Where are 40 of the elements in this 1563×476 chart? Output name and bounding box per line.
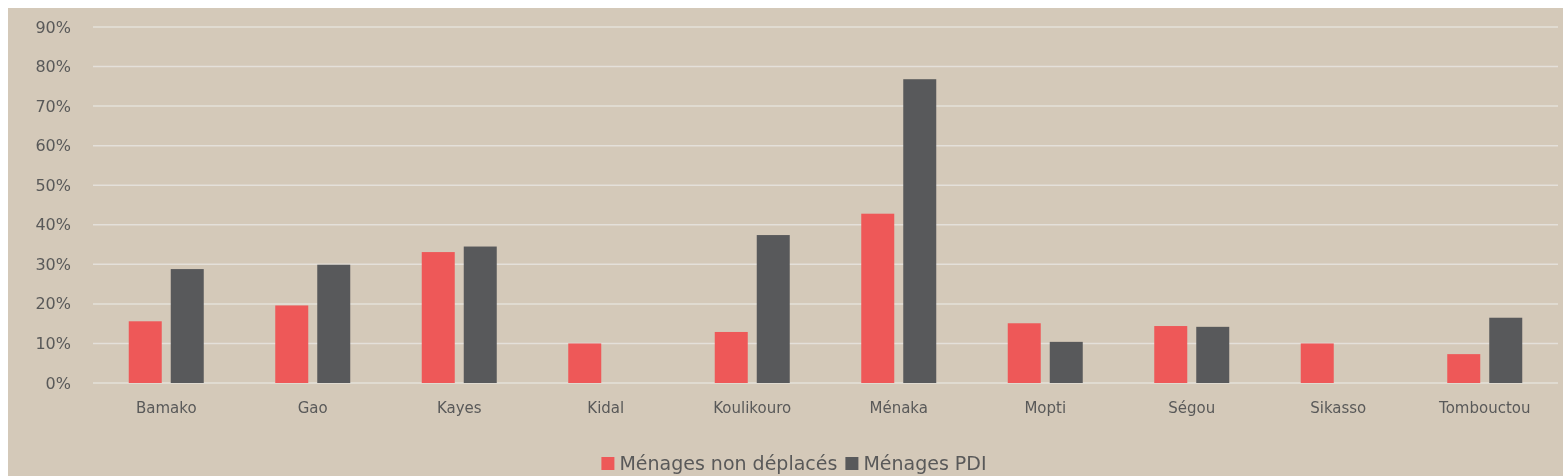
bar <box>1196 326 1230 383</box>
y-tick-label: 90% <box>35 17 71 37</box>
bar <box>714 331 748 383</box>
bar <box>317 264 351 383</box>
legend-label: Ménages non déplacés <box>619 452 838 474</box>
x-tick-label: Koulikouro <box>713 399 792 417</box>
bar <box>128 321 162 383</box>
y-tick-label: 50% <box>35 175 71 195</box>
y-tick-label: 40% <box>35 215 71 235</box>
bar <box>568 343 602 383</box>
y-tick-label: 20% <box>35 294 71 314</box>
x-tick-label: Kidal <box>587 399 625 417</box>
bar <box>1447 354 1481 383</box>
x-tick-label: Gao <box>297 399 328 417</box>
bar <box>1300 343 1334 383</box>
bar <box>170 269 204 383</box>
bar <box>861 213 895 383</box>
bar <box>463 246 497 383</box>
bar <box>421 252 455 383</box>
y-tick-label: 80% <box>35 57 71 77</box>
y-tick-label: 10% <box>35 334 71 354</box>
y-tick-label: 60% <box>35 136 71 156</box>
bar <box>275 305 309 383</box>
bar <box>1489 317 1523 383</box>
bar <box>756 235 790 383</box>
bar <box>1154 326 1188 383</box>
x-tick-label: Bamako <box>135 399 197 417</box>
x-tick-label: Sikasso <box>1310 399 1367 417</box>
bar <box>903 79 937 383</box>
x-tick-label: Mopti <box>1024 399 1067 417</box>
x-tick-label: Kayes <box>436 399 482 417</box>
x-tick-label: Ségou <box>1168 399 1216 417</box>
x-tick-label: Ménaka <box>869 399 928 417</box>
y-tick-label: 0% <box>45 373 71 393</box>
y-tick-label: 70% <box>35 96 71 116</box>
bar <box>1007 323 1041 383</box>
legend-label: Ménages PDI <box>863 452 987 474</box>
x-tick-label: Tombouctou <box>1438 399 1531 417</box>
bar <box>1049 341 1083 383</box>
y-tick-label: 30% <box>35 254 71 274</box>
